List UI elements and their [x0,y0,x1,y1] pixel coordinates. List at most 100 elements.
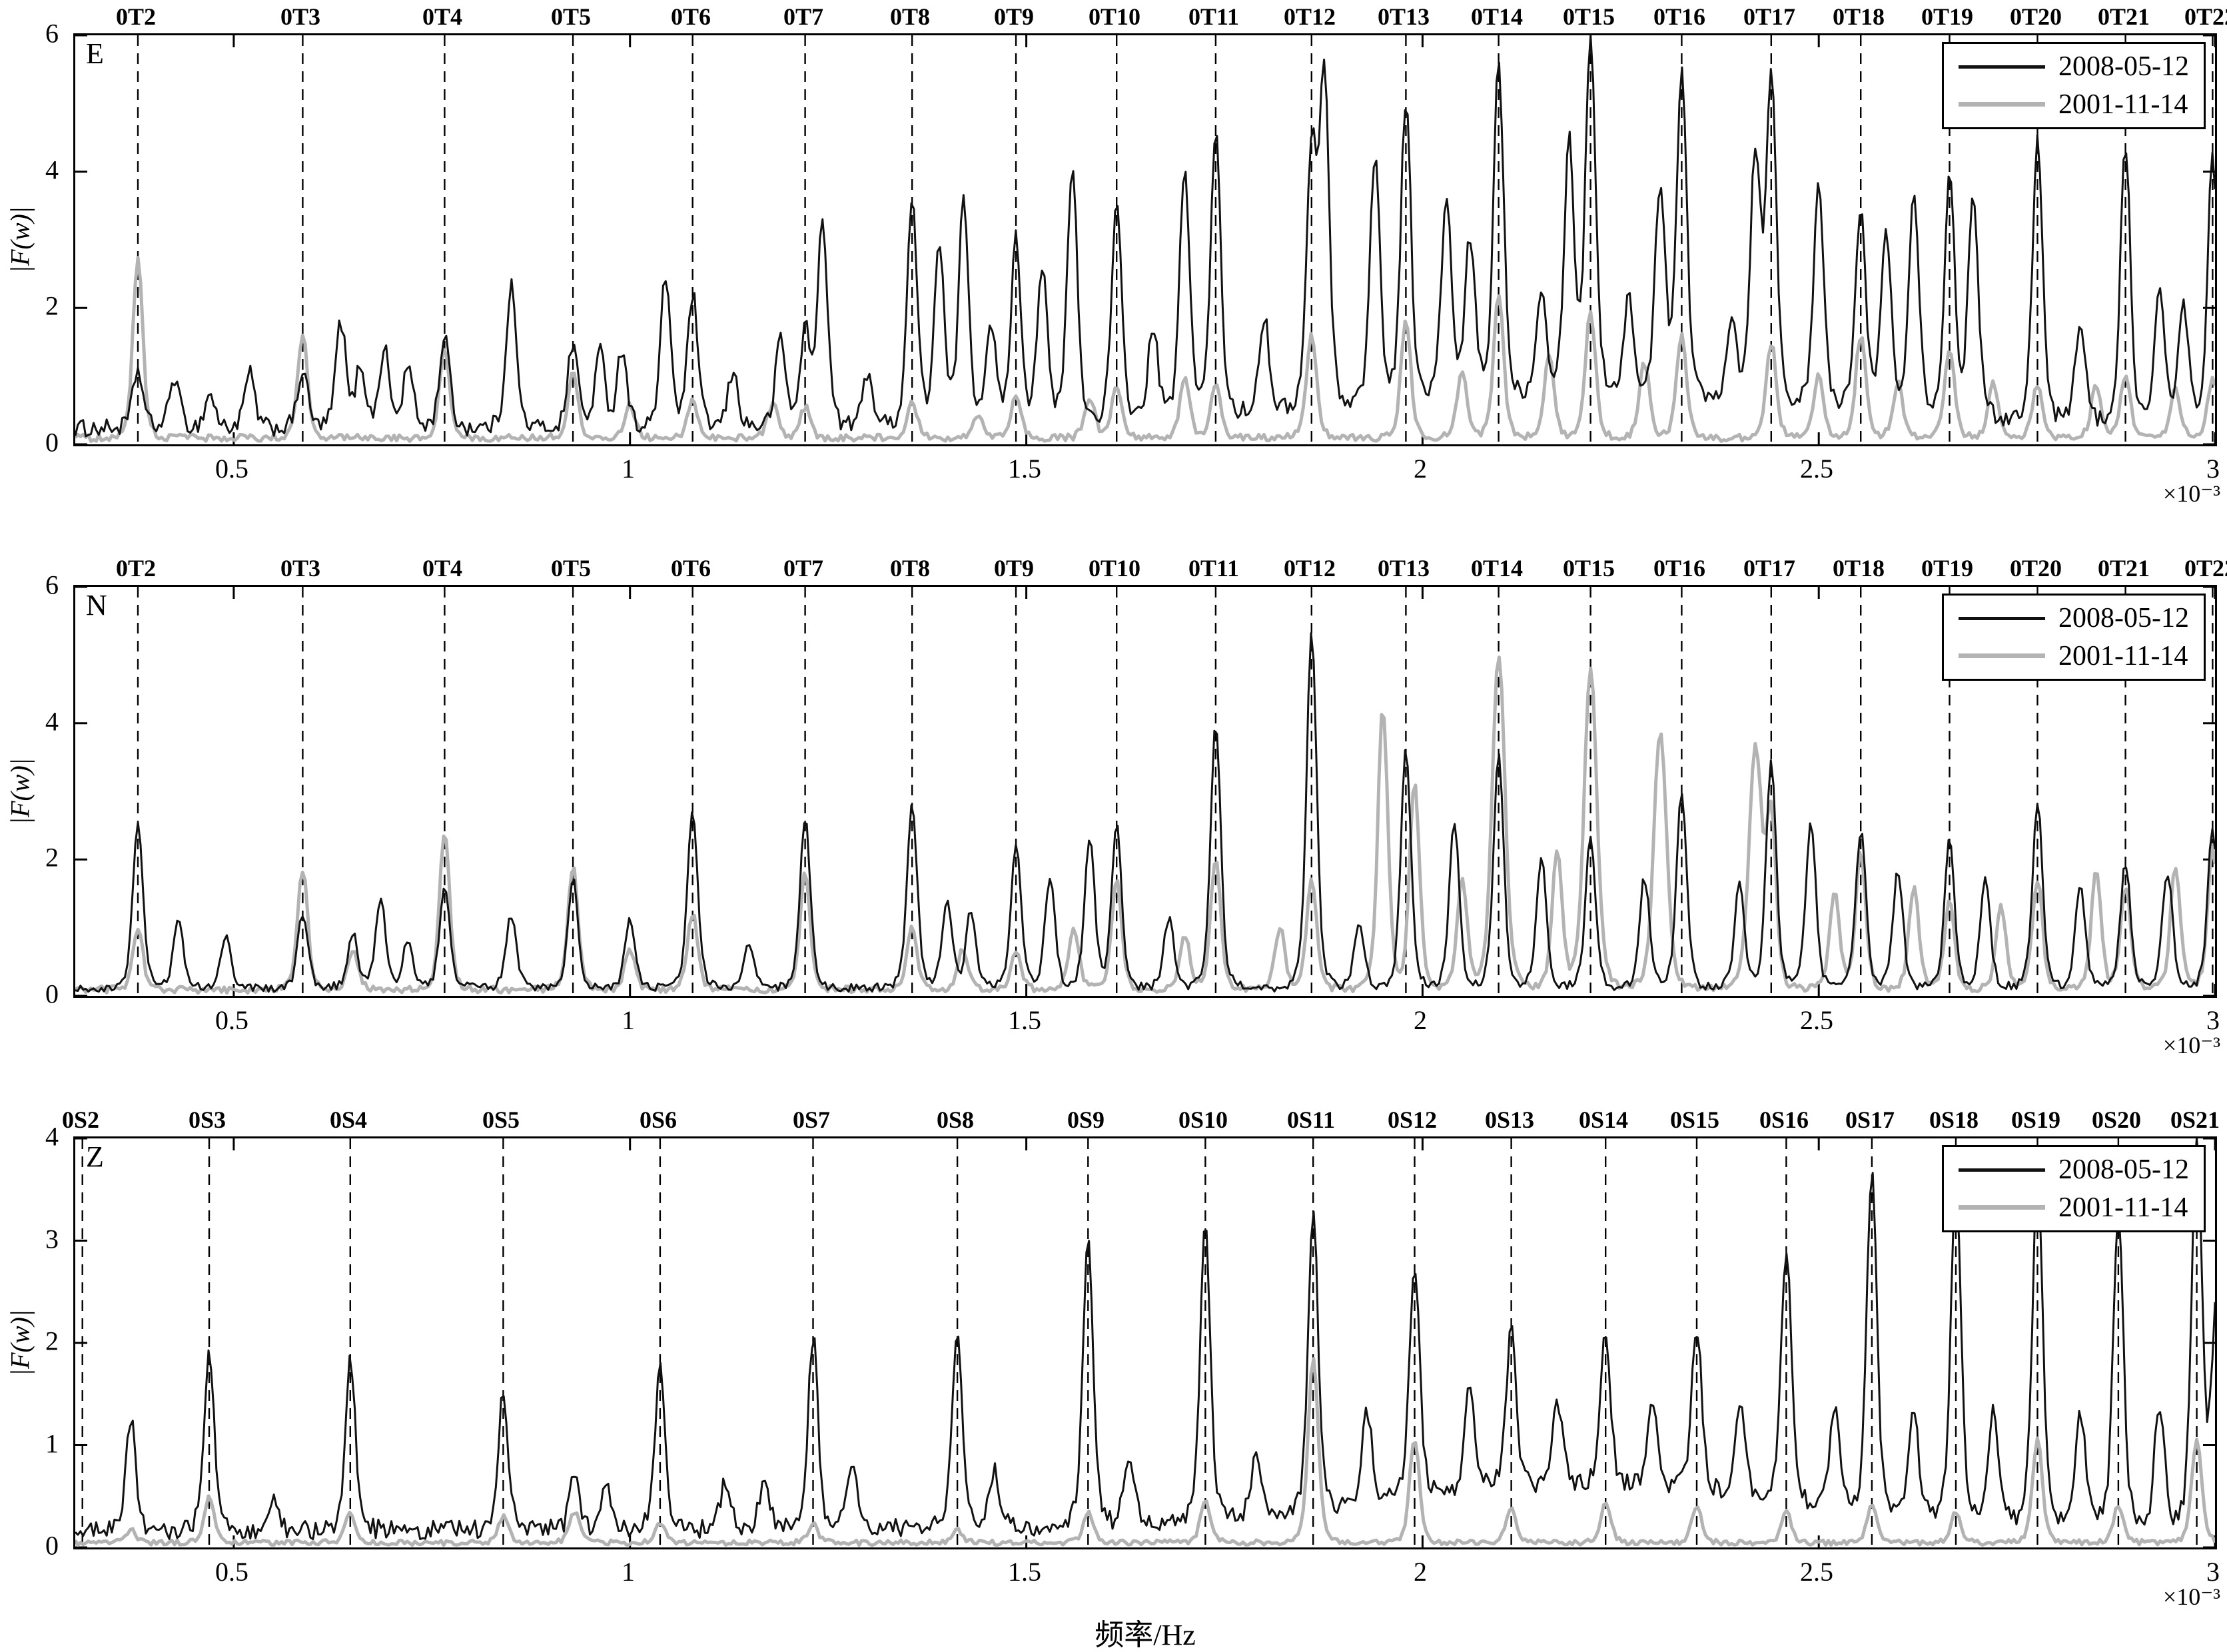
legend-label: 2001-11-14 [2058,1192,2188,1223]
x-tick-labels: 0.5 1 1.5 2 2.5 3 [0,1556,2227,1587]
mode-label: 0T18 [1832,555,1885,582]
mode-label: 0T8 [889,3,931,30]
legend-label: 2001-11-14 [2058,640,2188,671]
mode-label: 0T20 [2009,3,2062,30]
mode-label: 0T11 [1188,555,1240,582]
mode-label: 0S18 [1929,1106,1979,1133]
plot-area: Z 2008-05-12 2001-11-14 [73,1136,2217,1549]
mode-label: 0T14 [1470,555,1524,582]
mode-label: 0S6 [639,1106,677,1133]
mode-label: 0S7 [792,1106,831,1133]
x-tick-label: 1.5 [1008,1557,1041,1587]
legend: 2008-05-12 2001-11-14 [1942,42,2206,129]
mode-label-row: 0T2 0T3 0T4 0T5 0T6 0T7 0T8 0T9 0T10 0T11 0T12 0T13… [73,554,2227,582]
mode-label: 0S16 [1759,1106,1809,1133]
mode-label: 0S13 [1484,1106,1535,1133]
y-tick-label: 1 [45,1428,59,1459]
series-line-2001-11-14 [75,1357,2215,1547]
x-tick-label: 2 [1414,454,1427,484]
x-tick-label: 1 [622,1557,635,1587]
mode-label: 0T10 [1088,3,1141,30]
legend-entry: 2008-05-12 [1959,49,2189,85]
x-tick-label: 0.5 [215,1557,248,1587]
mode-label: 0T11 [1188,3,1240,30]
x-tick-label: 1 [622,1005,635,1035]
mode-label: 0S20 [2091,1106,2142,1133]
legend-entry: 2008-05-12 [1959,1152,2189,1188]
y-tick-labels: 0 2 4 6 [0,3,67,554]
mode-label-row: 0S2 0S3 0S4 0S5 0S6 0S7 0S8 0S9 0S10 0S11 0S12 0S13… [62,1106,2220,1134]
x-tick-label: 1 [622,454,635,484]
mode-label: 0T12 [1283,3,1336,30]
legend: 2008-05-12 2001-11-14 [1942,1145,2206,1232]
series-line-2008-05-12 [75,632,2215,993]
y-tick-labels: 0 2 4 6 [0,554,67,1106]
y-tick-label: 0 [45,427,59,458]
y-tick-label: 6 [45,18,59,49]
mode-label: 0T2 [115,555,157,582]
y-tick-label: 4 [45,155,59,185]
mode-label: 0S10 [1178,1106,1228,1133]
x-tick-labels: 0.5 1 1.5 2 2.5 3 [0,1005,2227,1035]
y-tick-label: 4 [45,706,59,737]
legend-entry: 2008-05-12 [1959,601,2189,636]
mode-label: 0S15 [1669,1106,1720,1133]
mode-label: 0S3 [188,1106,226,1133]
mode-label: 0T13 [1377,555,1430,582]
mode-label: 0T15 [1562,3,1615,30]
legend-line-sample-gray [1959,653,2046,659]
legend-line-sample-black [1959,616,2046,620]
x-scale-exponent: ×10⁻³ [2162,1032,2220,1058]
mode-label: 0T6 [670,555,711,582]
mode-label: 0S4 [329,1106,368,1133]
x-tick-label: 2 [1414,1557,1427,1587]
mode-label: 0S21 [2170,1106,2220,1133]
mode-label: 0S11 [1286,1106,1336,1133]
legend: 2008-05-12 2001-11-14 [1942,594,2206,681]
y-tick-label: 0 [45,979,59,1009]
legend-line-sample-black [1959,1168,2046,1172]
y-tick-label: 3 [45,1224,59,1254]
mode-label: 0T22 [2184,3,2227,30]
mode-label: 0T9 [993,3,1035,30]
legend-label: 2008-05-12 [2058,1154,2189,1185]
legend-entry: 2001-11-14 [1959,87,2189,123]
legend-entry: 2001-11-14 [1959,639,2189,674]
series-line-2001-11-14 [75,256,2215,443]
spectrum-panel-Z: 0S2 0S3 0S4 0S5 0S6 0S7 0S8 0S9 0S10 0S11 0S12 0S13… [0,1106,2227,1652]
mode-label: 0T16 [1653,3,1706,30]
panel-letter: E [86,37,104,70]
mode-label: 0T9 [993,555,1035,582]
mode-label: 0T16 [1653,555,1706,582]
x-tick-label: 3 [2206,1005,2220,1035]
x-tick-label: 2.5 [1800,1005,1833,1035]
mode-label: 0T6 [670,3,711,30]
legend-line-sample-gray [1959,1205,2046,1210]
plot-area: E 2008-05-12 2001-11-14 [73,33,2217,446]
legend-entry: 2001-11-14 [1959,1190,2189,1226]
mode-label: 0S17 [1845,1106,1895,1133]
mode-label: 0T14 [1470,3,1524,30]
mode-label: 0T15 [1562,555,1615,582]
mode-label: 0S14 [1578,1106,1629,1133]
mode-label: 0T20 [2009,555,2062,582]
mode-label: 0T18 [1832,3,1885,30]
plot-canvas [75,587,2215,996]
x-axis-label: 频率/Hz [1095,1619,1196,1651]
x-tick-label: 0.5 [215,1005,248,1035]
legend-label: 2001-11-14 [2058,89,2188,120]
y-tick-label: 4 [45,1121,59,1152]
mode-label-row: 0T2 0T3 0T4 0T5 0T6 0T7 0T8 0T9 0T10 0T11 0T12 0T13… [73,3,2227,31]
mode-label: 0T4 [422,3,463,30]
series-line-2008-05-12 [75,1138,2215,1541]
x-tick-label: 2.5 [1800,454,1833,484]
plot-canvas [75,35,2215,444]
y-tick-label: 2 [45,1326,59,1356]
panel-letter: N [86,589,107,621]
mode-label: 0T5 [550,3,592,30]
x-tick-label: 3 [2206,1557,2220,1587]
mode-label: 0T5 [550,555,592,582]
mode-label: 0T13 [1377,3,1430,30]
mode-label: 0T19 [1921,3,1974,30]
